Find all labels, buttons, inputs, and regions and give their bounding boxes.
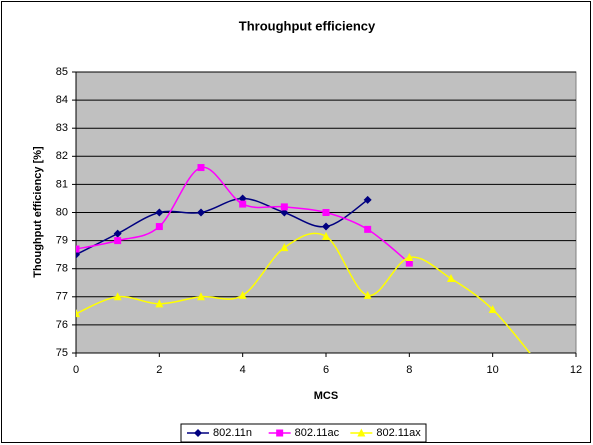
marker bbox=[488, 304, 497, 313]
marker bbox=[322, 209, 330, 216]
y-tick-label: 85 bbox=[56, 66, 68, 78]
legend-label: 802.11n bbox=[213, 427, 252, 439]
marker bbox=[76, 309, 80, 318]
y-tick-label: 80 bbox=[56, 206, 68, 218]
marker bbox=[238, 194, 247, 203]
x-tick-label: 8 bbox=[406, 364, 412, 376]
y-tick-label: 83 bbox=[56, 122, 68, 134]
x-tick-label: 0 bbox=[73, 364, 79, 376]
x-tick-label: 4 bbox=[240, 364, 246, 376]
y-tick-label: 75 bbox=[56, 347, 68, 359]
marker bbox=[155, 208, 164, 217]
marker bbox=[113, 292, 122, 301]
chart-title: Throughput efficiency bbox=[239, 18, 376, 33]
marker bbox=[363, 290, 372, 299]
x-axis-label: MCS bbox=[314, 390, 338, 402]
legend-label: 802.11ax bbox=[376, 427, 421, 439]
marker bbox=[405, 259, 413, 267]
marker bbox=[197, 164, 205, 172]
marker bbox=[322, 231, 330, 240]
legend-label: 802.11ac bbox=[295, 427, 340, 439]
x-tick-label: 12 bbox=[570, 364, 582, 376]
y-tick-label: 82 bbox=[56, 150, 68, 162]
marker bbox=[194, 429, 202, 437]
marker bbox=[155, 299, 164, 308]
marker bbox=[280, 243, 289, 252]
marker bbox=[238, 290, 247, 299]
marker bbox=[364, 225, 372, 233]
y-tick-label: 81 bbox=[56, 178, 68, 190]
y-tick-label: 78 bbox=[56, 263, 68, 275]
marker bbox=[155, 223, 163, 231]
x-tick-label: 10 bbox=[487, 364, 499, 376]
marker bbox=[76, 245, 80, 253]
marker bbox=[239, 200, 247, 208]
marker bbox=[114, 237, 122, 245]
marker bbox=[197, 208, 205, 217]
marker bbox=[76, 250, 80, 259]
marker bbox=[322, 222, 330, 231]
marker bbox=[113, 229, 122, 238]
x-tick-label: 2 bbox=[156, 364, 162, 376]
marker bbox=[357, 428, 366, 437]
y-tick-label: 77 bbox=[56, 291, 68, 303]
legend-box bbox=[180, 423, 427, 443]
marker bbox=[363, 195, 372, 204]
y-tick-label: 79 bbox=[56, 235, 68, 247]
y-tick-label: 76 bbox=[56, 319, 68, 331]
y-axis-label: Thoughput efficiency [%] bbox=[32, 146, 44, 278]
y-tick-label: 84 bbox=[56, 94, 68, 106]
marker bbox=[197, 292, 205, 301]
marker bbox=[447, 274, 455, 283]
marker bbox=[280, 203, 288, 211]
series-group bbox=[76, 164, 531, 353]
marker bbox=[276, 429, 284, 437]
marker bbox=[405, 252, 414, 261]
marker bbox=[280, 208, 289, 217]
x-tick-label: 6 bbox=[323, 364, 329, 376]
